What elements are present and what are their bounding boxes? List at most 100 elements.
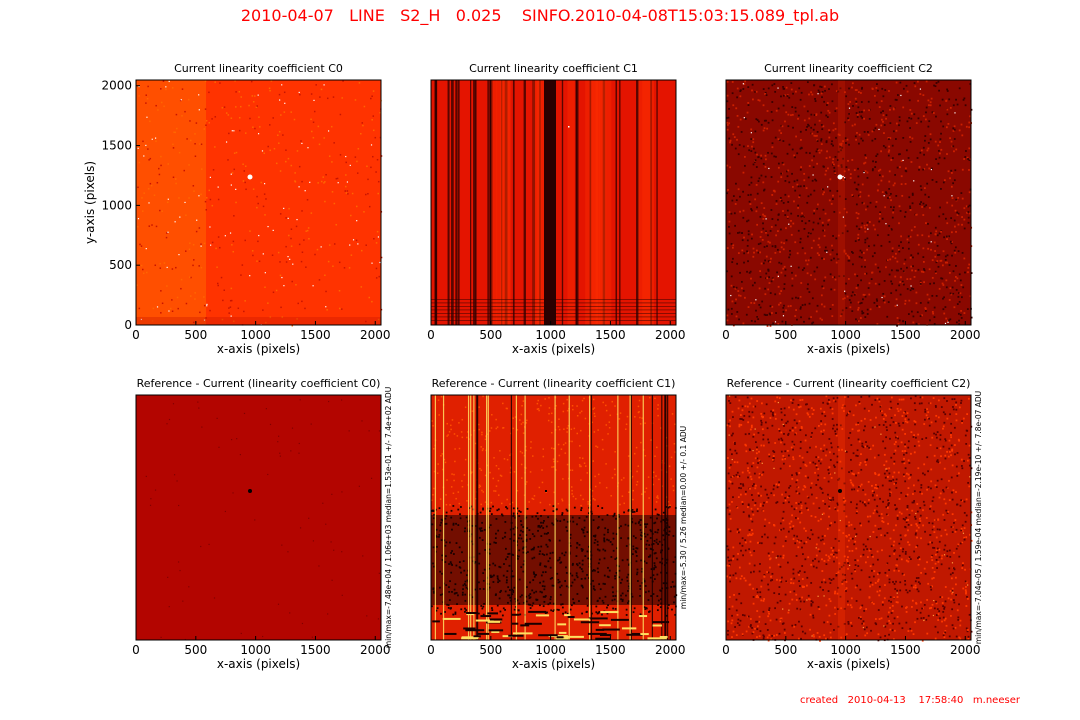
heatmap-speckle	[181, 115, 183, 117]
heatmap-noise	[965, 605, 968, 607]
heatmap-speckle	[204, 200, 207, 203]
heatmap-noise	[886, 429, 888, 432]
heatmap-noise	[842, 497, 845, 500]
heatmap-noise	[439, 570, 441, 573]
heatmap-noise	[897, 249, 900, 251]
heatmap-noise	[458, 447, 461, 450]
heatmap-noise	[735, 298, 737, 301]
heatmap-noise	[658, 478, 660, 481]
heatmap-noise	[748, 562, 751, 565]
heatmap-noise	[891, 157, 894, 160]
heatmap-noise	[794, 274, 797, 277]
heatmap-noise	[816, 134, 818, 137]
heatmap-noise	[882, 500, 884, 503]
heatmap-noise	[852, 263, 854, 266]
heatmap-noise	[803, 485, 806, 487]
heatmap-noise	[824, 581, 827, 584]
heatmap-noise	[650, 595, 653, 597]
heatmap-noise	[925, 437, 928, 439]
heatmap-noise	[894, 257, 897, 260]
heatmap-noise	[835, 551, 838, 554]
heatmap-noise	[576, 541, 579, 544]
heatmap-noise	[807, 476, 810, 479]
heatmap-noise	[738, 425, 741, 428]
heatmap-noise	[949, 137, 951, 140]
heatmap-noise	[958, 87, 961, 90]
heatmap-noise	[946, 555, 949, 558]
heatmap-noise	[741, 471, 744, 474]
heatmap-noise	[461, 436, 464, 439]
heatmap-noise	[950, 242, 953, 245]
heatmap-speckle	[290, 111, 292, 113]
hot-pixel	[229, 232, 232, 234]
heatmap-noise	[764, 518, 767, 521]
heatmap-speckle	[239, 105, 242, 108]
heatmap-noise	[963, 227, 966, 230]
heatmap-speckle	[328, 155, 331, 157]
heatmap-speckle	[154, 264, 157, 267]
panel-title: Reference - Current (linearity coefficie…	[432, 377, 676, 390]
heatmap-noise	[431, 523, 434, 526]
heatmap-noise	[893, 452, 896, 455]
heatmap-noise	[789, 305, 792, 307]
heatmap-noise	[873, 94, 876, 97]
heatmap-noise	[863, 609, 866, 612]
heatmap-noise	[581, 563, 584, 566]
heatmap-noise	[809, 232, 812, 235]
heatmap-noise	[460, 431, 463, 433]
heatmap-noise	[860, 617, 862, 620]
heatmap-noise	[612, 591, 614, 594]
heatmap-speckle	[215, 247, 217, 250]
x-tick-label: 1000	[535, 328, 566, 342]
heatmap-noise	[624, 523, 627, 526]
hot-pixel	[827, 186, 829, 188]
heatmap-noise	[643, 579, 646, 582]
heatmap-noise	[826, 249, 828, 252]
heatmap-noise	[806, 412, 809, 415]
hot-pixel	[944, 322, 947, 325]
heatmap-noise	[847, 411, 850, 414]
heatmap-noise	[833, 163, 835, 166]
heatmap-noise	[644, 535, 647, 538]
heatmap-speckle	[285, 160, 287, 163]
heatmap-noise	[960, 458, 963, 461]
heatmap-noise	[729, 402, 732, 405]
heatmap-noise	[599, 588, 602, 591]
heatmap-noise	[507, 601, 509, 604]
heatmap-noise	[572, 598, 575, 601]
heatmap-noise	[940, 478, 943, 481]
heatmap-noise	[959, 504, 962, 507]
heatmap-noise	[950, 293, 953, 296]
heatmap-row-band	[588, 617, 608, 620]
heatmap-noise	[744, 164, 746, 167]
heatmap-noise	[843, 297, 846, 300]
heatmap-speckle	[221, 318, 224, 321]
heatmap-noise	[518, 549, 521, 552]
heatmap-noise	[591, 490, 594, 492]
heatmap-speckle	[372, 155, 374, 158]
heatmap-noise	[823, 279, 826, 282]
heatmap-noise	[520, 523, 523, 526]
heatmap-noise	[755, 448, 758, 451]
heatmap-noise	[950, 436, 953, 439]
heatmap-noise	[807, 556, 810, 559]
heatmap-noise	[621, 559, 624, 562]
heatmap-noise	[968, 169, 970, 171]
heatmap-noise	[506, 556, 509, 558]
heatmap-noise	[445, 494, 447, 496]
heatmap-noise	[829, 178, 832, 181]
heatmap-noise	[736, 262, 738, 265]
heatmap-noise	[803, 571, 806, 574]
heatmap-noise	[612, 549, 615, 552]
heatmap-noise	[519, 450, 522, 453]
heatmap-noise	[492, 562, 495, 565]
heatmap-noise	[639, 585, 642, 587]
heatmap-noise	[638, 520, 641, 523]
heatmap-speckle	[205, 209, 208, 211]
heatmap-noise	[952, 145, 955, 148]
hot-pixel	[312, 285, 314, 287]
heatmap-noise	[803, 179, 806, 182]
heatmap-noise	[431, 420, 433, 422]
heatmap-noise	[812, 565, 815, 568]
heatmap-noise	[582, 529, 585, 532]
